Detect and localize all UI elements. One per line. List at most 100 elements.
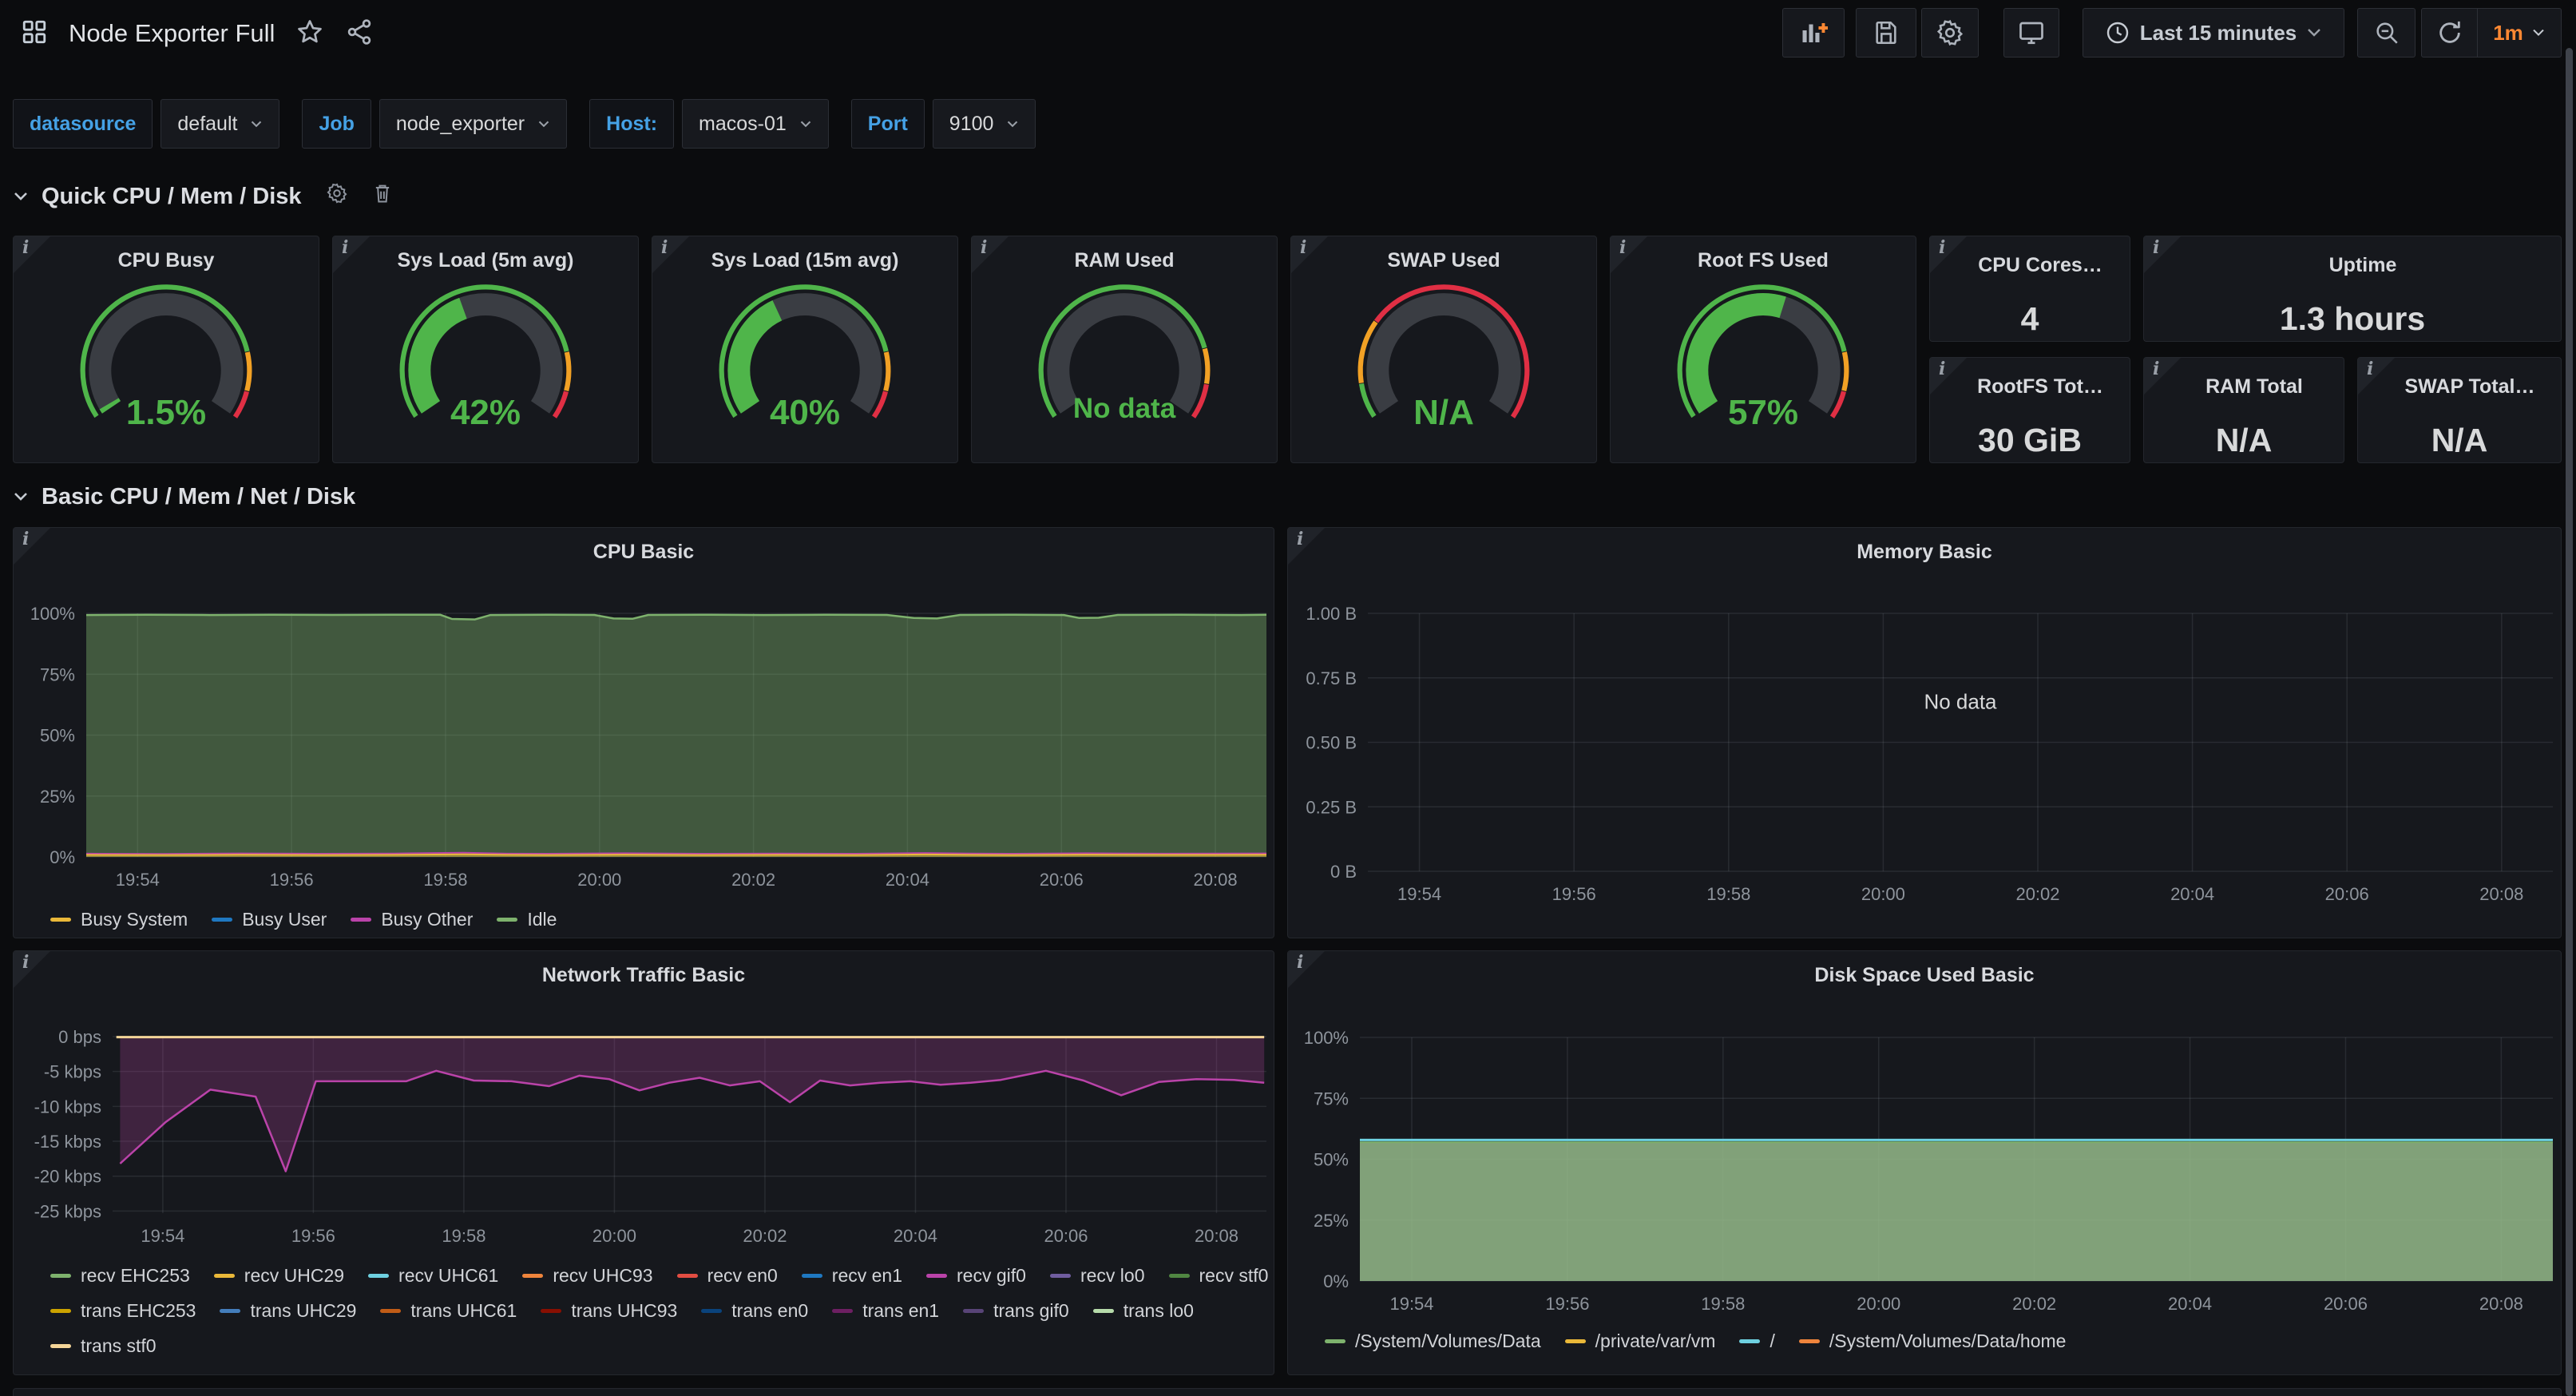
legend-item[interactable]: trans en1	[832, 1300, 939, 1322]
legend-item[interactable]: trans lo0	[1093, 1300, 1194, 1322]
legend-item[interactable]: trans EHC253	[50, 1300, 196, 1322]
stat-panel-cpu-cores[interactable]: i CPU Cores… 4	[1929, 236, 2130, 342]
stat-panel-uptime[interactable]: i Uptime 1.3 hours	[2143, 236, 2562, 342]
info-icon: i	[2153, 239, 2159, 256]
legend-label: trans UHC29	[250, 1300, 356, 1322]
legend-label: trans stf0	[81, 1335, 157, 1357]
legend-label: trans UHC93	[571, 1300, 677, 1322]
refresh-button[interactable]	[2422, 19, 2477, 46]
legend-item[interactable]: /System/Volumes/Data	[1325, 1331, 1541, 1352]
var-label-port: Port	[851, 99, 925, 149]
panel-network-traffic-basic[interactable]: i Network Traffic Basic 0 bps-5 kbps-10 …	[13, 950, 1274, 1375]
dashboard-settings-button[interactable]	[1921, 8, 1979, 58]
legend-item[interactable]: /	[1739, 1331, 1774, 1352]
zoom-out-button[interactable]	[2357, 8, 2415, 58]
x-tick-label: 19:56	[291, 1226, 335, 1246]
star-icon[interactable]	[295, 18, 324, 50]
legend-item[interactable]: Busy System	[50, 909, 188, 930]
x-tick-label: 20:04	[886, 870, 929, 890]
time-range-picker[interactable]: Last 15 minutes	[2083, 8, 2344, 58]
var-value-port[interactable]: 9100	[933, 99, 1036, 149]
legend-item[interactable]: trans stf0	[50, 1335, 157, 1357]
legend-swatch	[1565, 1339, 1586, 1343]
var-value-job[interactable]: node_exporter	[379, 99, 567, 149]
stat-panel-rootfs-total[interactable]: i RootFS Tot… 30 GiB	[1929, 357, 2130, 463]
y-tick-label: 50%	[40, 726, 75, 746]
legend-item[interactable]: recv stf0	[1169, 1265, 1269, 1287]
disk-space-chart[interactable]: 0%25%50%75%100%19:5419:5619:5820:0020:02…	[1288, 951, 2562, 1327]
gauge-panel-root-fs-used[interactable]: iRoot FS Used57%	[1610, 236, 1916, 463]
network-traffic-chart[interactable]: 0 bps-5 kbps-10 kbps-15 kbps-20 kbps-25 …	[14, 951, 1275, 1255]
row-header-basic[interactable]: Basic CPU / Mem / Net / Disk	[13, 478, 355, 516]
legend-swatch	[212, 918, 232, 922]
refresh-interval-label: 1m	[2493, 21, 2523, 46]
row-delete-button[interactable]	[372, 182, 393, 211]
gauge-panel-ram-used[interactable]: iRAM UsedNo data	[971, 236, 1278, 463]
stat-panel-ram-total[interactable]: i RAM Total N/A	[2143, 357, 2344, 463]
scrollbar[interactable]	[2566, 48, 2573, 1396]
legend-item[interactable]: recv en0	[677, 1265, 778, 1287]
stat-value: N/A	[2144, 422, 2344, 459]
gauge-panel-cpu-busy[interactable]: iCPU Busy1.5%	[13, 236, 319, 463]
legend-item[interactable]: trans en0	[701, 1300, 808, 1322]
legend-item[interactable]: trans UHC61	[380, 1300, 517, 1322]
x-tick-label: 20:04	[2170, 884, 2214, 904]
chevron-down-icon	[1006, 120, 1019, 129]
legend-item[interactable]: recv UHC61	[368, 1265, 498, 1287]
refresh-interval-picker[interactable]: 1m	[2478, 21, 2561, 46]
x-tick-label: 19:56	[1545, 1294, 1589, 1314]
legend-item[interactable]: recv UHC93	[522, 1265, 652, 1287]
share-icon[interactable]	[345, 18, 374, 50]
panel-disk-space-basic[interactable]: i Disk Space Used Basic 0%25%50%75%100%1…	[1287, 950, 2562, 1375]
var-value-host[interactable]: macos-01	[682, 99, 829, 149]
legend-item[interactable]: Idle	[497, 909, 557, 930]
panel-memory-basic[interactable]: i Memory Basic 0 B0.25 B0.50 B0.75 B1.00…	[1287, 527, 2562, 938]
add-panel-button[interactable]	[1782, 8, 1845, 58]
memory-basic-chart[interactable]: 0 B0.25 B0.50 B0.75 B1.00 B19:5419:5619:…	[1288, 528, 2562, 910]
y-tick-label: 25%	[1314, 1211, 1349, 1231]
legend-swatch	[50, 918, 71, 922]
save-icon	[1873, 19, 1900, 46]
y-tick-label: 50%	[1314, 1150, 1349, 1170]
legend-item[interactable]: recv EHC253	[50, 1265, 190, 1287]
legend-item[interactable]: Busy Other	[351, 909, 473, 930]
x-tick-label: 19:58	[1706, 884, 1750, 904]
row-header-quick[interactable]: Quick CPU / Mem / Disk	[13, 177, 393, 216]
panel-cpu-basic[interactable]: i CPU Basic 0%25%50%75%100%19:5419:5619:…	[13, 527, 1274, 938]
legend-label: /private/var/vm	[1595, 1331, 1716, 1352]
legend-label: recv stf0	[1199, 1265, 1269, 1287]
legend-swatch	[926, 1274, 947, 1278]
legend-item[interactable]: /System/Volumes/Data/home	[1799, 1331, 2067, 1352]
x-tick-label: 19:54	[116, 870, 160, 890]
gauge-panel-sys-load-5m-avg-[interactable]: iSys Load (5m avg)42%	[332, 236, 639, 463]
panel-title: SWAP Total…	[2387, 375, 2553, 399]
chevron-down-icon	[537, 120, 550, 129]
legend-item[interactable]: recv en1	[802, 1265, 902, 1287]
legend-item[interactable]: recv gif0	[926, 1265, 1026, 1287]
tv-mode-button[interactable]	[2003, 8, 2059, 58]
legend-item[interactable]: recv lo0	[1050, 1265, 1145, 1287]
legend-item[interactable]: trans UHC93	[541, 1300, 677, 1322]
y-tick-label: -15 kbps	[34, 1132, 101, 1152]
y-tick-label: 0.25 B	[1306, 797, 1357, 817]
legend-label: recv UHC93	[553, 1265, 652, 1287]
legend-item[interactable]: /private/var/vm	[1565, 1331, 1716, 1352]
cpu-basic-chart[interactable]: 0%25%50%75%100%19:5419:5619:5820:0020:02…	[14, 528, 1275, 895]
chevron-down-icon	[2531, 28, 2546, 38]
row-settings-button[interactable]	[326, 182, 348, 211]
x-tick-label: 20:00	[1857, 1294, 1900, 1314]
gauge-panel-sys-load-15m-avg-[interactable]: iSys Load (15m avg)40%	[652, 236, 958, 463]
save-dashboard-button[interactable]	[1856, 8, 1916, 58]
y-tick-label: -25 kbps	[34, 1201, 101, 1221]
stat-panel-swap-total[interactable]: i SWAP Total… N/A	[2357, 357, 2562, 463]
legend-item[interactable]: trans gif0	[963, 1300, 1069, 1322]
dashboard-grid-icon[interactable]	[21, 18, 48, 50]
legend-swatch	[1799, 1339, 1820, 1343]
gauge-panel-swap-used[interactable]: iSWAP UsedN/A	[1290, 236, 1597, 463]
x-tick-label: 20:06	[2325, 884, 2369, 904]
legend-item[interactable]: Busy User	[212, 909, 327, 930]
legend-swatch	[368, 1274, 389, 1278]
var-value-datasource[interactable]: default	[161, 99, 279, 149]
legend-item[interactable]: trans UHC29	[220, 1300, 356, 1322]
legend-item[interactable]: recv UHC29	[214, 1265, 344, 1287]
